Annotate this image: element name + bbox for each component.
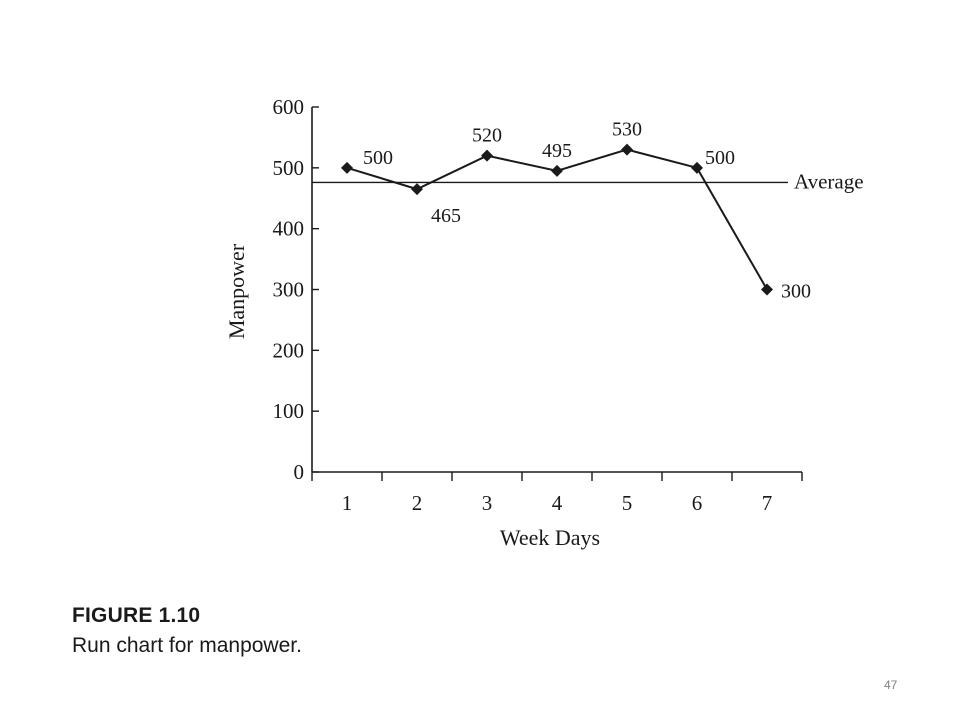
- data-point-marker: [621, 143, 633, 156]
- x-tick-label: 7: [762, 491, 773, 515]
- x-tick-label: 2: [412, 491, 423, 515]
- data-label: 300: [781, 281, 811, 303]
- series-manpower: [341, 143, 773, 296]
- run-chart: 0 100 200 300 400 500 600 1 2 3 4 5 6 7 Average 500 4…: [224, 95, 864, 550]
- y-tick-label: 600: [273, 95, 305, 119]
- figure-caption-text: Run chart for manpower.: [72, 634, 302, 657]
- average-reference-line: Average: [312, 169, 864, 193]
- y-axis-title: Manpower: [224, 243, 249, 339]
- data-point-marker: [551, 164, 563, 177]
- y-tick-label: 0: [294, 460, 305, 484]
- data-label: 465: [431, 205, 461, 227]
- data-label: 500: [705, 147, 735, 169]
- y-tick-label: 300: [273, 278, 305, 302]
- data-label: 530: [612, 119, 642, 141]
- x-tick-label: 3: [482, 491, 493, 515]
- page-number: 47: [884, 678, 898, 692]
- x-tick-label: 4: [552, 491, 563, 515]
- data-point-marker: [481, 149, 493, 162]
- data-label: 495: [542, 140, 572, 162]
- y-tick-label: 100: [273, 399, 305, 423]
- data-point-marker: [341, 161, 353, 174]
- data-point-marker: [691, 161, 703, 174]
- figure-label: FIGURE 1.10: [72, 604, 201, 627]
- data-label: 500: [363, 147, 393, 169]
- data-point-marker: [411, 183, 423, 196]
- x-tick-label: 6: [692, 491, 703, 515]
- average-label: Average: [794, 169, 864, 193]
- x-tick-label: 1: [342, 491, 353, 515]
- data-labels: 500 465 520 495 530 500 300: [363, 119, 811, 303]
- data-point-marker: [761, 283, 773, 296]
- x-axis-title: Week Days: [500, 525, 600, 550]
- figure-caption: FIGURE 1.10 Run chart for manpower.: [72, 604, 302, 658]
- y-tick-label: 400: [273, 217, 305, 241]
- y-axis-ticks: 0 100 200 300 400 500 600: [273, 95, 319, 484]
- data-label: 520: [472, 125, 502, 147]
- y-tick-label: 200: [273, 338, 305, 362]
- y-tick-label: 500: [273, 156, 305, 180]
- x-tick-label: 5: [622, 491, 633, 515]
- x-axis-ticks: 1 2 3 4 5 6 7: [311, 472, 803, 515]
